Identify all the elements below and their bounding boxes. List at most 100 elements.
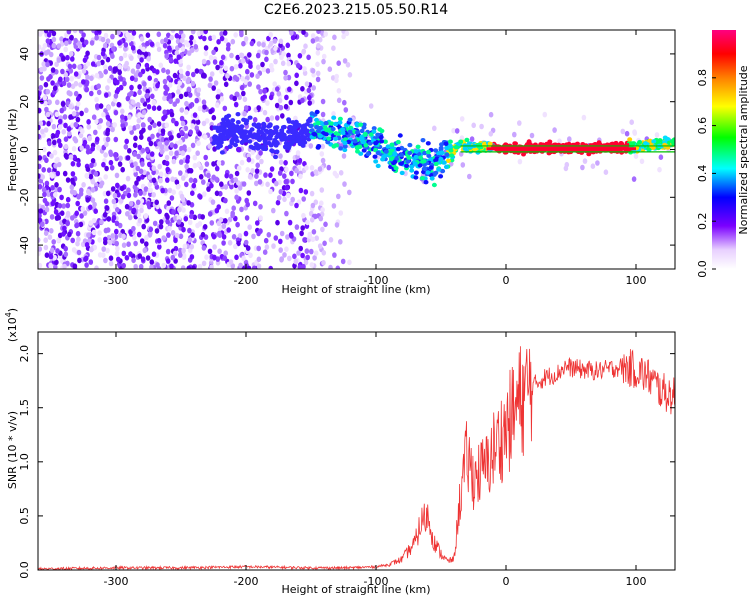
- spectrogram-ridge-cell: [448, 148, 454, 153]
- spectrogram-cell: [290, 196, 296, 203]
- spectrogram-ridge-cell: [425, 170, 431, 175]
- spectrogram-ridge-cell: [438, 156, 444, 162]
- spectrogram-cell: [38, 212, 42, 219]
- spectrogram-ridge-cell: [316, 144, 322, 149]
- spectrogram-cell: [255, 64, 261, 71]
- spectrogram-cell: [309, 248, 314, 255]
- spectrogram-ridge-cell: [337, 116, 343, 122]
- spectrogram-cell: [183, 216, 189, 222]
- spectrogram-cell: [111, 215, 117, 221]
- spectrogram-cell: [70, 237, 75, 244]
- spectrogram-cell: [115, 207, 120, 213]
- spectrogram-cell: [208, 108, 213, 115]
- spectrogram-ridge-cell: [261, 132, 267, 138]
- spectrogram-cell: [307, 100, 313, 106]
- spectrogram-cell: [247, 224, 252, 230]
- spectrogram-cell: [133, 76, 138, 83]
- spectrogram-cell: [460, 162, 466, 168]
- spectrogram-ridge-cell: [417, 163, 423, 168]
- spectrogram-cell: [167, 92, 172, 99]
- spectrogram-y-axis-label: Frequency (Hz): [6, 109, 19, 192]
- spectrogram-cell: [247, 174, 253, 180]
- spectrogram-cell: [334, 172, 340, 179]
- spectrogram-cell: [174, 120, 179, 127]
- spectrogram-ridge-cell: [267, 122, 273, 127]
- spectrogram-cell: [41, 167, 46, 173]
- spectrogram-cell: [187, 92, 193, 98]
- spectrogram-cell: [147, 124, 153, 131]
- snr-x-axis-label: Height of straight line (km): [281, 583, 430, 596]
- spectrogram-cell: [225, 73, 230, 79]
- spectrogram-cell: [315, 70, 321, 77]
- spectrogram-cell: [336, 88, 342, 94]
- spectrogram-cell: [212, 244, 217, 250]
- spectrogram-cell: [123, 42, 129, 48]
- spectrogram-ridge-cell: [239, 140, 245, 145]
- spectrogram-cell: [46, 32, 52, 38]
- spectrogram-cell: [157, 141, 162, 147]
- spectrogram-cell: [72, 154, 77, 161]
- spectrogram-cell: [91, 229, 97, 236]
- spectrogram-cell: [82, 139, 88, 146]
- spectrogram-cell: [275, 199, 281, 206]
- spectrogram-cell: [110, 186, 116, 192]
- spectrogram-cell: [313, 199, 319, 205]
- spectrogram-ridge-cell: [521, 152, 526, 157]
- spectrogram-cell: [198, 68, 203, 75]
- spectrogram-cell: [101, 111, 106, 118]
- spectrogram-cell: [658, 154, 664, 160]
- spectrogram-cell: [155, 69, 160, 75]
- spectrogram-cell: [467, 173, 472, 180]
- spectrogram-cell: [39, 75, 45, 81]
- spectrogram-cell: [51, 42, 57, 49]
- spectrogram-cell: [89, 162, 94, 169]
- spectrogram-cell: [46, 76, 51, 82]
- spectrogram-cell: [38, 150, 41, 157]
- spectrogram-cell: [56, 214, 62, 221]
- spectrogram-ridge-cell: [229, 127, 235, 132]
- spectrogram-cell: [141, 223, 146, 230]
- spectrogram-cell: [230, 38, 236, 45]
- spectrogram-cell: [261, 42, 266, 48]
- spectrogram-cell: [102, 212, 108, 218]
- spectrogram-cell: [69, 34, 74, 41]
- spectrogram-ridge-cell: [297, 137, 303, 143]
- spectrogram-ridge-cell: [347, 129, 353, 135]
- spectrogram-cell: [261, 66, 267, 73]
- spectrogram-cell: [459, 135, 465, 141]
- spectrogram-cell: [203, 154, 208, 161]
- spectrogram-cell: [127, 148, 132, 154]
- spectrogram-cell: [208, 35, 213, 42]
- spectrogram-cell: [150, 133, 155, 140]
- spectrogram-cell: [90, 197, 96, 203]
- spectrogram-ridge-cell: [254, 124, 260, 129]
- spectrogram-cell: [105, 85, 110, 91]
- spectrogram-cell: [59, 107, 65, 114]
- spectrogram-cell: [136, 117, 142, 124]
- spectrogram-cell: [235, 91, 240, 98]
- spectrogram-cell: [66, 90, 72, 96]
- spectrogram-cell: [309, 217, 315, 223]
- spectrogram-cell: [178, 159, 184, 165]
- spectrogram-ridge-cell: [388, 156, 394, 162]
- spectrogram-cell: [94, 118, 99, 125]
- spectrogram-cell: [133, 171, 138, 177]
- spectrogram-cell: [226, 227, 231, 233]
- snr-y-tick-label: 1.0: [18, 453, 31, 471]
- spectrogram-ridge-cell: [439, 150, 445, 155]
- spectrogram-cell: [283, 75, 288, 81]
- spectrogram-cell: [278, 38, 284, 45]
- spectrogram-cell: [192, 154, 198, 161]
- spectrogram-cell: [58, 142, 63, 149]
- spectrogram-cell: [38, 173, 41, 179]
- spectrogram-cell: [75, 230, 81, 237]
- spectrogram-ridge-cell: [413, 149, 419, 154]
- spectrogram-cell: [184, 163, 189, 170]
- snr-y-tick-label: 2.0: [18, 345, 31, 363]
- spectrogram-cell: [54, 157, 59, 164]
- spectrogram-cell: [240, 75, 245, 82]
- spectrogram-cell: [320, 111, 326, 118]
- spectrogram-cell: [269, 40, 274, 47]
- spectrogram-cell: [177, 206, 182, 213]
- spectrogram-cell: [147, 136, 152, 143]
